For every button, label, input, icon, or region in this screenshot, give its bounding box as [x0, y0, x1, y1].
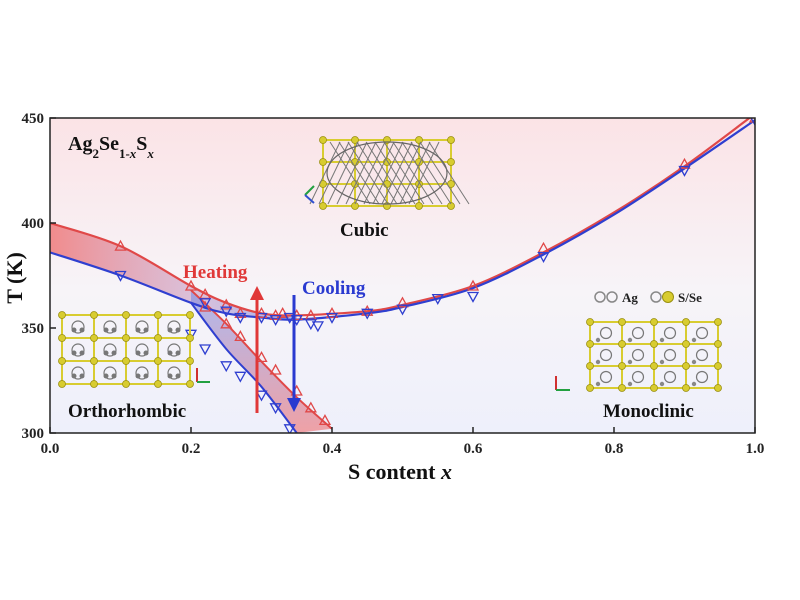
cooling-data-point: [234, 371, 247, 383]
y-tick-label: 350: [22, 321, 45, 337]
x-tick-label: 0.6: [464, 441, 483, 457]
heating-data-point: [220, 298, 233, 310]
cooling-data-point: [255, 312, 268, 324]
x-tick-label: 0.2: [182, 441, 201, 457]
cooling-data-point: [396, 304, 409, 316]
cubic-crystal-illustration: [309, 136, 470, 210]
heating-data-point: [361, 304, 374, 316]
cooling-data-point: [678, 165, 691, 177]
cooling-data-point: [466, 291, 480, 303]
heating-data-point: [276, 306, 289, 318]
cooling-fit-curve: [50, 119, 755, 321]
cooling-data-point: [198, 344, 212, 356]
cooling-data-point: [114, 270, 127, 282]
cooling-data-point: [283, 424, 296, 433]
cooling-data-point: [255, 390, 268, 402]
s-atom-icon: [650, 291, 662, 303]
heating-data-point: [396, 296, 409, 308]
heating-data-point: [318, 414, 332, 426]
plot-frame: [49, 117, 756, 434]
heating-data-point: [304, 401, 317, 413]
heating-data-point: [678, 157, 691, 169]
y-axis-ticks: 300 350 400 450: [22, 111, 56, 442]
heating-arrow: [250, 286, 264, 413]
compound-formula: Ag2Se1-xSx: [68, 133, 154, 161]
cooling-data-point: [220, 361, 233, 373]
heating-data-point: [114, 239, 127, 251]
phase-label-monoclinic: Monoclinic: [603, 401, 694, 422]
s-atom-icon: [662, 291, 674, 303]
heating-data-point: [198, 300, 212, 312]
axis-triad-icon: [196, 368, 210, 383]
heating-data-point: [220, 317, 233, 329]
heating-data-point: [234, 330, 247, 342]
axis-triad-icon: [304, 185, 315, 204]
x-tick-label: 1.0: [746, 441, 765, 457]
legend-s-label: S/Se: [678, 290, 702, 305]
cooling-data-point: [269, 314, 282, 326]
heating-data-point: [255, 351, 268, 363]
cooling-data-point: [269, 403, 282, 415]
cooling-data-point: [234, 312, 247, 324]
axis-triad-icon: [555, 376, 570, 391]
heating-data-point: [269, 363, 282, 375]
phase-label-orthorhombic: Orthorhombic: [68, 401, 186, 422]
cooling-data-point: [220, 306, 233, 318]
cooling-data-point: [325, 312, 339, 324]
cooling-data-point: [431, 293, 444, 305]
cooling-data-point: [198, 298, 212, 310]
cooling-label: Cooling: [302, 278, 366, 299]
cooling-data-point: [311, 321, 325, 333]
y-tick-label: 400: [22, 216, 45, 232]
orthorhombic-crystal-illustration: [58, 311, 194, 388]
heating-data-point: [234, 306, 247, 318]
monoclinic-crystal-illustration: [586, 318, 722, 392]
cooling-data-point: [750, 118, 755, 127]
x-axis-ticks: 0.0 0.2 0.4 0.6 0.8 1.0: [41, 427, 765, 457]
atom-legend: Ag S/Se: [594, 290, 702, 305]
upper-transition-band: [50, 223, 297, 320]
cooling-arrow: [287, 295, 301, 412]
cooling-lower-fit-curve: [190, 302, 298, 433]
heating-data-point: [255, 306, 268, 318]
y-tick-label: 450: [22, 111, 45, 127]
heating-data-point: [325, 306, 339, 318]
ag-atom-icon: [606, 291, 618, 303]
ag-atom-icon: [594, 291, 606, 303]
heating-data-point: [184, 279, 198, 291]
phase-label-cubic: Cubic: [340, 220, 389, 241]
x-axis-title: S content x: [348, 459, 452, 484]
x-tick-label: 0.4: [323, 441, 342, 457]
heating-label: Heating: [183, 262, 248, 283]
cooling-data-point: [283, 312, 296, 324]
heating-data-point: [269, 309, 282, 321]
heating-data-point: [466, 279, 480, 291]
cooling-data-point: [304, 319, 317, 331]
data-markers: [114, 118, 755, 433]
y-axis-title: T (K): [2, 252, 27, 304]
y-tick-label: 300: [22, 426, 45, 442]
cooling-data-point: [361, 308, 374, 320]
cooling-data-point: [537, 251, 550, 263]
x-tick-label: 0.0: [41, 441, 60, 457]
heating-fit-curve: [50, 118, 752, 317]
x-tick-label: 0.8: [605, 441, 624, 457]
legend-ag-label: Ag: [622, 290, 638, 305]
